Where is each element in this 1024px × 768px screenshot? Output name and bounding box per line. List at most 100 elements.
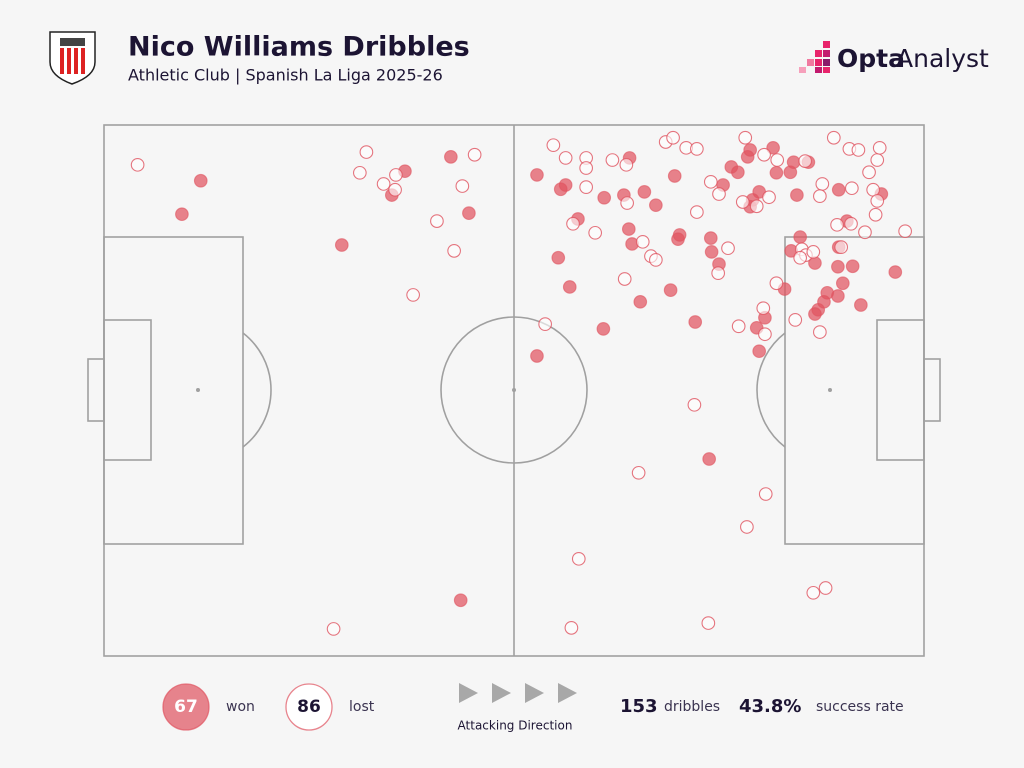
dribble-lost (721, 241, 735, 256)
dribble-won (444, 150, 458, 164)
dribble-lost (538, 317, 553, 331)
dribble-won (558, 178, 573, 192)
dribble-won (562, 280, 577, 294)
dribble-won (835, 276, 850, 291)
dribble-lost (359, 145, 374, 159)
dribble-won (808, 307, 822, 321)
dribble-lost (762, 190, 776, 205)
dribble-won (845, 259, 860, 274)
chart-subtitle: Athletic Club | Spanish La Liga 2025-26 (128, 66, 443, 85)
dribble-won (752, 344, 767, 359)
dribble-lost (712, 187, 726, 201)
stat-value: 153 (620, 696, 658, 717)
dribble-lost (858, 225, 872, 240)
dribble-lost (870, 153, 885, 167)
brand-icon (799, 41, 830, 73)
dribble-lost (687, 397, 702, 412)
dribble-lost (620, 196, 635, 210)
dribble-won (888, 265, 903, 279)
pitch (87, 124, 941, 657)
dribble-won (769, 165, 784, 180)
dribble-lost (830, 217, 844, 232)
dribble-won (175, 207, 189, 222)
penalty-spot (828, 388, 832, 392)
dribble-lost (770, 153, 785, 167)
direction-label: Attacking Direction (458, 719, 573, 733)
dribble-lost (813, 189, 827, 204)
marks (130, 130, 912, 636)
dribble-won (672, 228, 687, 242)
dribble-won (597, 190, 612, 205)
dribble-won (334, 238, 349, 252)
centre-spot (512, 388, 516, 392)
dribble-won (453, 593, 468, 608)
dribble-lost (631, 465, 646, 480)
dribble-won (831, 259, 845, 274)
dribble-won (831, 289, 845, 303)
dribble-lost (619, 157, 634, 172)
dribble-won (743, 143, 758, 157)
dribble-won (649, 198, 663, 213)
dribble-lost (389, 168, 403, 182)
dribble-lost (813, 325, 827, 339)
club-badge (49, 31, 96, 85)
brand-name: Analyst (896, 44, 989, 73)
stat-label: success rate (816, 699, 904, 715)
dribble-lost (388, 182, 402, 197)
dribble-won (793, 230, 808, 244)
legend-count: 86 (297, 697, 321, 717)
dribble-lost (690, 205, 704, 219)
dribble-lost (788, 313, 803, 327)
dribble-lost (666, 130, 680, 145)
dribble-lost (758, 327, 772, 342)
dribble-won (633, 294, 648, 309)
dribble-lost (564, 621, 579, 635)
dribble-lost (735, 195, 750, 209)
dribble-lost (455, 179, 470, 193)
dribble-won (193, 173, 208, 188)
dribble-won (551, 250, 566, 265)
dribble-won (462, 206, 476, 220)
dribble-lost (870, 194, 885, 208)
dribble-won (688, 315, 703, 329)
dribble-lost (617, 272, 632, 286)
brand-name: Opta (837, 44, 905, 73)
dribble-lost (757, 147, 771, 162)
dribble-won (831, 182, 846, 197)
dribble-lost (815, 177, 830, 191)
dribble-lost (898, 224, 912, 239)
dribble-lost (862, 165, 876, 180)
dribble-lost (467, 147, 482, 162)
dribble-lost (649, 253, 663, 267)
dribble-lost (806, 245, 821, 259)
dribble-lost (690, 142, 704, 156)
dribble-lost (571, 551, 586, 566)
dribble-lost (756, 301, 771, 316)
stat-label: dribbles (664, 699, 720, 715)
dribble-won (637, 185, 652, 199)
dribble-lost (558, 151, 573, 165)
dribble-lost (635, 234, 650, 249)
dribble-lost (749, 199, 764, 214)
direction-arrows (459, 683, 577, 703)
legend-count: 67 (174, 697, 198, 717)
dribble-lost (588, 225, 603, 240)
dribble-lost (872, 140, 887, 155)
dribble-lost (579, 180, 594, 194)
dribble-lost (546, 138, 561, 153)
legend-marker (285, 683, 333, 731)
dribble-won (667, 169, 682, 183)
stat-value: 43.8% (739, 696, 801, 717)
dribble-lost (701, 616, 716, 630)
dribble-won (731, 165, 745, 180)
dribble-lost (130, 157, 145, 172)
dribble-won (663, 283, 678, 297)
dribble-lost (579, 161, 594, 175)
dribble-lost (844, 181, 859, 196)
dribble-lost (738, 130, 753, 145)
dribble-lost (447, 243, 461, 258)
dribble-lost (818, 581, 833, 595)
dribble-won (783, 165, 798, 180)
